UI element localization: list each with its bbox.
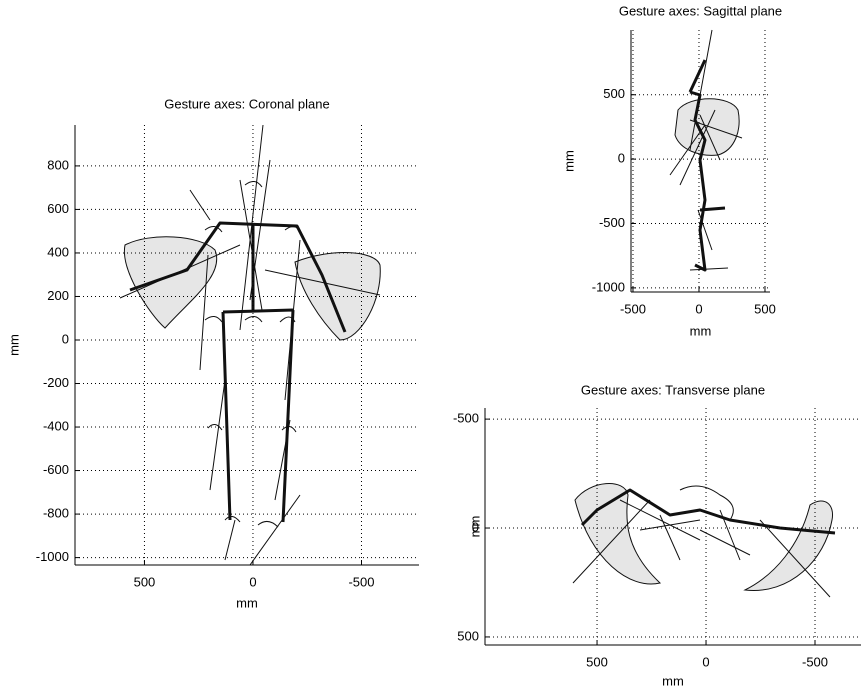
x-tick-label: -500 bbox=[348, 574, 374, 589]
x-axis-label: mm bbox=[662, 673, 684, 688]
y-tick-label: 500 bbox=[603, 86, 625, 101]
x-axis-label: mm bbox=[236, 595, 258, 610]
y-tick-label: -500 bbox=[453, 411, 479, 426]
chart-title: Gesture axes: Transverse plane bbox=[581, 382, 765, 397]
chart-title: Gesture axes: Coronal plane bbox=[164, 96, 329, 111]
sagittal-figure bbox=[669, 29, 743, 272]
y-tick-label: -1000 bbox=[592, 279, 625, 294]
y-tick-label: 0 bbox=[62, 331, 69, 346]
y-tick-label: 200 bbox=[47, 288, 69, 303]
y-tick-label: 600 bbox=[47, 201, 69, 216]
y-axis-label: mm bbox=[467, 516, 482, 538]
y-tick-label: 800 bbox=[47, 157, 69, 172]
y-tick-label: -1000 bbox=[36, 549, 69, 564]
y-axis-label: mm bbox=[561, 150, 576, 172]
x-axis-label: mm bbox=[690, 323, 712, 338]
x-tick-label: 0 bbox=[695, 301, 702, 316]
y-tick-label: 0 bbox=[618, 151, 625, 166]
chart-title: Gesture axes: Sagittal plane bbox=[619, 3, 782, 18]
y-axis-label: mm bbox=[6, 334, 21, 356]
y-tick-label: -400 bbox=[43, 418, 69, 433]
x-tick-label: 500 bbox=[754, 301, 776, 316]
y-tick-label: 400 bbox=[47, 244, 69, 259]
y-tick-label: -600 bbox=[43, 462, 69, 477]
y-tick-label: -200 bbox=[43, 375, 69, 390]
transverse-figure bbox=[572, 483, 836, 598]
coronal-figure bbox=[119, 124, 381, 566]
y-tick-label: 500 bbox=[457, 628, 479, 643]
x-tick-label: 500 bbox=[134, 574, 156, 589]
x-tick-label: -500 bbox=[620, 301, 646, 316]
x-tick-label: -500 bbox=[802, 654, 828, 669]
y-tick-label: 0 bbox=[472, 519, 479, 534]
x-tick-label: 0 bbox=[249, 574, 256, 589]
y-tick-label: -500 bbox=[599, 215, 625, 230]
x-tick-label: 500 bbox=[586, 654, 608, 669]
y-tick-label: -800 bbox=[43, 506, 69, 521]
x-tick-label: 0 bbox=[702, 654, 709, 669]
